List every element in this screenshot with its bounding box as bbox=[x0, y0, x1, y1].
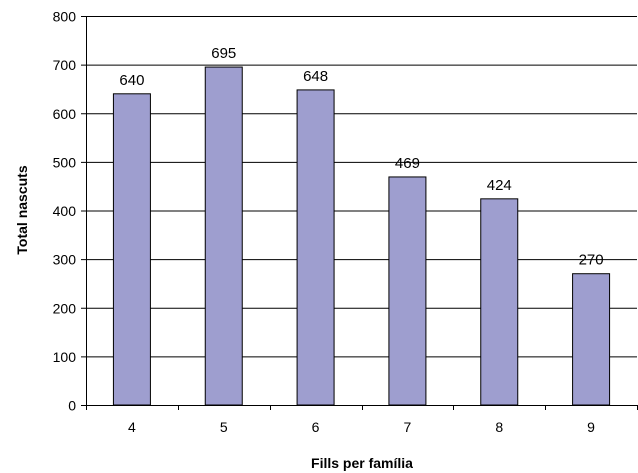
bar bbox=[572, 273, 611, 406]
bar bbox=[388, 176, 427, 406]
y-tick-label: 400 bbox=[53, 203, 77, 219]
y-tick-label: 0 bbox=[68, 398, 76, 414]
y-axis-title: Total nascuts bbox=[14, 165, 30, 254]
x-tick-labels: 4 5 6 7 8 9 bbox=[128, 419, 595, 435]
axes bbox=[81, 16, 638, 410]
bar bbox=[112, 93, 151, 406]
data-label: 640 bbox=[119, 72, 144, 89]
y-tick-label: 500 bbox=[53, 154, 77, 170]
data-label: 469 bbox=[395, 155, 420, 172]
data-label: 648 bbox=[303, 68, 328, 85]
bar bbox=[204, 66, 243, 406]
y-tick-label: 200 bbox=[53, 300, 77, 316]
data-label: 424 bbox=[487, 177, 512, 194]
y-tick-label: 100 bbox=[53, 349, 77, 365]
data-labels: 640 695 648 469 424 270 bbox=[119, 45, 603, 269]
data-label: 270 bbox=[579, 252, 604, 269]
x-tick-label: 8 bbox=[495, 419, 503, 435]
bars bbox=[112, 66, 611, 406]
y-tick-labels: 0 100 200 300 400 500 600 700 800 bbox=[53, 9, 77, 414]
y-tick-label: 300 bbox=[53, 252, 77, 268]
x-tick-label: 6 bbox=[312, 419, 320, 435]
y-tick-label: 700 bbox=[53, 57, 77, 73]
bar bbox=[480, 198, 519, 406]
y-tick-label: 800 bbox=[53, 9, 77, 25]
gridlines bbox=[86, 16, 637, 358]
x-tick-label: 7 bbox=[404, 419, 412, 435]
bar bbox=[296, 89, 335, 406]
x-axis-title: Fills per família bbox=[311, 455, 413, 471]
data-label: 695 bbox=[211, 45, 236, 62]
x-tick-label: 9 bbox=[587, 419, 595, 435]
x-tick-label: 5 bbox=[220, 419, 228, 435]
y-tick-label: 600 bbox=[53, 106, 77, 122]
x-tick-label: 4 bbox=[128, 419, 136, 435]
